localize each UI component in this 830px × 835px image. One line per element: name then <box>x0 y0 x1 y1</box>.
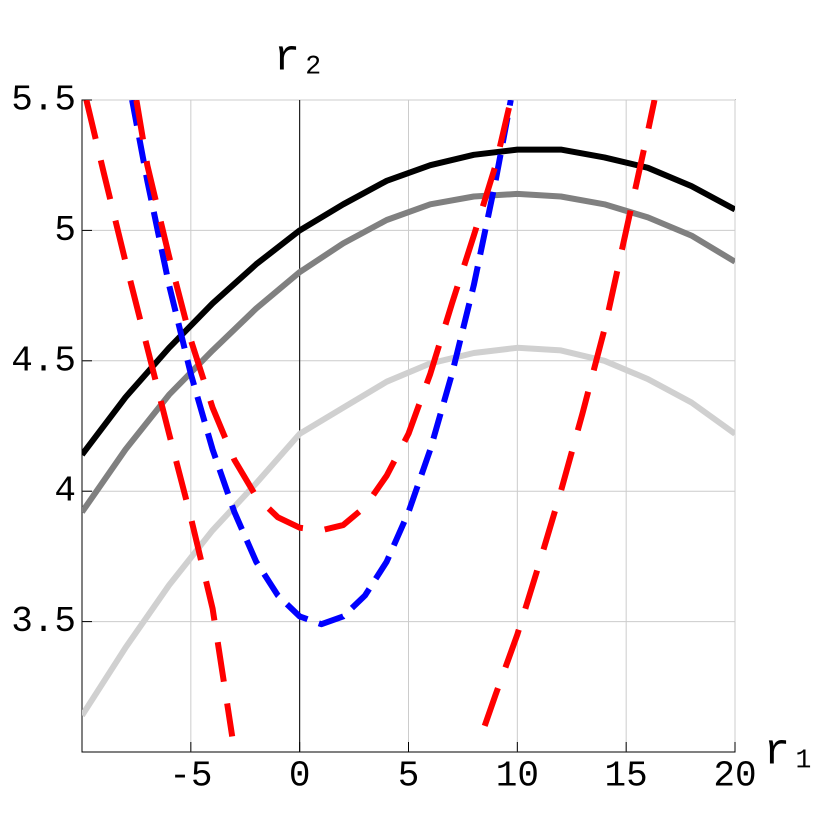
y-tick-label: 5.5 <box>11 80 76 121</box>
x-tick-label: 15 <box>605 756 648 797</box>
series-line <box>82 344 735 718</box>
y-tick-label: 5 <box>54 210 76 251</box>
series-line <box>82 146 735 457</box>
x-axis-label: r₁ <box>764 728 817 778</box>
x-tick-label: -5 <box>169 756 212 797</box>
y-tick-label: 3.5 <box>11 601 76 642</box>
x-tick-label: 0 <box>289 756 311 797</box>
x-tick-label: 20 <box>713 756 756 797</box>
x-tick-label: 10 <box>496 756 539 797</box>
y-tick-label: 4 <box>54 471 76 512</box>
y-tick-label: 4.5 <box>11 340 76 381</box>
series-line <box>133 100 514 534</box>
y-axis-label: r₂ <box>274 34 327 84</box>
series-line <box>83 100 658 737</box>
x-tick-label: 5 <box>398 756 420 797</box>
series-line <box>129 100 514 628</box>
